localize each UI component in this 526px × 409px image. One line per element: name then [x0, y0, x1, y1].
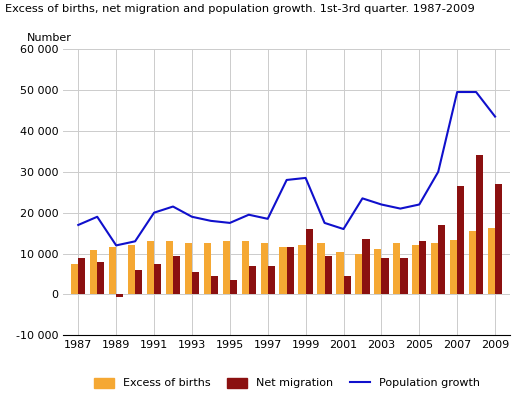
Bar [457, 186, 464, 294]
Bar [128, 245, 135, 294]
Bar [279, 247, 287, 294]
Legend: Excess of births, Net migration, Population growth: Excess of births, Net migration, Populat… [89, 373, 484, 393]
Bar [71, 264, 78, 294]
Bar [306, 229, 313, 294]
Bar [287, 247, 294, 294]
Bar [116, 294, 124, 297]
Bar [147, 241, 154, 294]
Bar [204, 243, 211, 294]
Bar [241, 241, 249, 294]
Bar [135, 270, 143, 294]
Bar [469, 231, 476, 294]
Bar [438, 225, 446, 294]
Bar [374, 249, 381, 294]
Bar [97, 262, 105, 294]
Bar [249, 266, 256, 294]
Bar [109, 247, 116, 294]
Bar [317, 243, 325, 294]
Bar [412, 245, 419, 294]
Bar [154, 264, 161, 294]
Bar [211, 276, 218, 294]
Bar [419, 241, 427, 294]
Bar [450, 240, 457, 294]
Bar [78, 258, 86, 294]
Bar [362, 239, 370, 294]
Bar [268, 266, 275, 294]
Bar [230, 280, 237, 294]
Bar [400, 258, 408, 294]
Bar [495, 184, 502, 294]
Bar [185, 243, 192, 294]
Bar [431, 243, 438, 294]
Bar [488, 228, 495, 294]
Bar [355, 254, 362, 294]
Bar [90, 250, 97, 294]
Bar [381, 258, 389, 294]
Bar [173, 256, 180, 294]
Text: Excess of births, net migration and population growth. 1st-3rd quarter. 1987-200: Excess of births, net migration and popu… [5, 4, 475, 14]
Bar [166, 241, 173, 294]
Bar [325, 256, 332, 294]
Bar [393, 243, 400, 294]
Bar [476, 155, 483, 294]
Bar [192, 272, 199, 294]
Bar [298, 245, 306, 294]
Bar [343, 276, 351, 294]
Bar [260, 243, 268, 294]
Text: Number: Number [27, 34, 72, 43]
Bar [336, 252, 343, 294]
Bar [222, 241, 230, 294]
